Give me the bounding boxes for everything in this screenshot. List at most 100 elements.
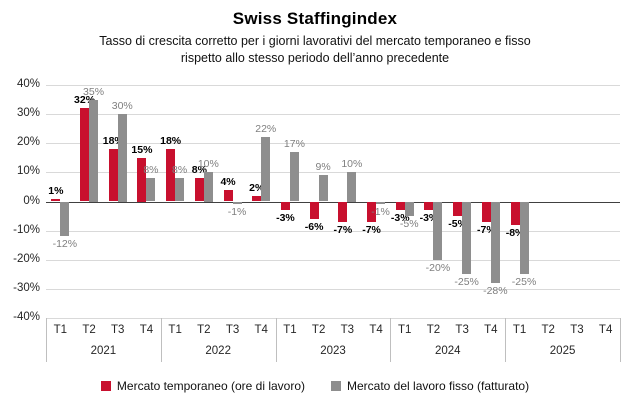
bar-fisso xyxy=(203,172,213,202)
legend-label-temporaneo: Mercato temporaneo (ore di lavoro) xyxy=(116,379,305,393)
y-axis-tick-label: -40% xyxy=(13,311,40,323)
data-label: 35% xyxy=(83,85,105,98)
bar-fisso xyxy=(60,201,70,237)
data-label: -7% xyxy=(333,223,353,236)
bar-temporaneo xyxy=(80,108,90,202)
bar-fisso xyxy=(146,178,156,202)
year-separator-line xyxy=(46,318,47,362)
bar-temporaneo xyxy=(453,201,463,217)
bar-fisso xyxy=(117,114,127,202)
gridline xyxy=(46,259,620,261)
legend-item-temporaneo: Mercato temporaneo (ore di lavoro) xyxy=(100,379,305,393)
bar-temporaneo xyxy=(424,201,434,211)
data-label: -12% xyxy=(52,238,78,251)
data-label: 8% xyxy=(172,164,188,177)
bar-fisso xyxy=(261,137,271,202)
x-axis-quarter-label: T4 xyxy=(484,324,498,336)
data-label: -1% xyxy=(371,206,390,219)
y-axis-tick-label: 10% xyxy=(16,165,40,178)
bar-fisso xyxy=(404,201,414,217)
plot-area: 1% 32% 18% 15% 18% 8% 4% 2% -3% -6% -7% -7% -3% -3% -5… xyxy=(46,85,620,319)
x-axis-year-label: 2024 xyxy=(434,345,461,357)
x-axis-quarter-label: T1 xyxy=(283,324,297,336)
data-label: -25% xyxy=(454,276,479,289)
data-label: 30% xyxy=(111,100,133,113)
gridline xyxy=(46,288,620,290)
x-axis-quarter-label: T2 xyxy=(197,324,211,336)
bar-temporaneo xyxy=(166,149,176,202)
gridline xyxy=(46,85,620,86)
chart-subtitle: Tasso di crescita corretto per i giorni … xyxy=(99,34,531,65)
bar-fisso xyxy=(318,175,328,202)
bar-fisso xyxy=(462,201,472,275)
y-axis-tick-label: 20% xyxy=(16,136,40,149)
bar-temporaneo xyxy=(137,157,147,202)
bar-fisso xyxy=(519,201,529,275)
legend-item-fisso: Mercato del lavoro fisso (fatturato) xyxy=(331,379,529,393)
x-axis-quarter-label: T2 xyxy=(426,324,441,336)
year-separator-line xyxy=(505,318,507,362)
gridline xyxy=(46,143,620,145)
data-label: 15% xyxy=(131,143,153,156)
data-label: 4% xyxy=(220,175,236,188)
x-axis-quarter-label: T4 xyxy=(598,324,613,336)
bar-fisso xyxy=(490,201,500,284)
x-axis-quarter-label: T3 xyxy=(455,324,469,336)
data-label: 2% xyxy=(249,181,265,194)
x-axis-quarter-label: T3 xyxy=(225,324,240,336)
bar-temporaneo xyxy=(194,178,204,202)
data-label: 10% xyxy=(197,158,219,171)
bar-temporaneo xyxy=(252,195,262,202)
data-label: 1% xyxy=(48,184,64,197)
data-label: -3% xyxy=(276,212,295,225)
data-label: 8% xyxy=(143,164,159,177)
x-axis-quarter-label: T4 xyxy=(369,324,383,336)
x-axis-quarter-label: T3 xyxy=(111,324,125,336)
legend-swatch-fisso-icon xyxy=(331,381,341,391)
data-label: -6% xyxy=(304,220,324,233)
bar-temporaneo xyxy=(51,198,61,202)
bar-fisso xyxy=(89,99,99,202)
bar-fisso xyxy=(376,201,386,205)
year-separator-line xyxy=(275,318,277,362)
data-label: 17% xyxy=(283,137,305,150)
gridline xyxy=(46,172,620,174)
bar-temporaneo xyxy=(338,201,348,222)
y-axis-tick-label: -30% xyxy=(13,281,40,294)
year-separator-line xyxy=(160,318,162,362)
bar-temporaneo xyxy=(395,201,405,211)
data-label: 10% xyxy=(341,158,363,171)
year-separator-line xyxy=(390,318,392,362)
x-axis-year-label: 2022 xyxy=(205,345,231,357)
data-label: -1% xyxy=(227,206,247,219)
bar-fisso xyxy=(289,151,299,202)
data-label: 22% xyxy=(255,123,277,136)
bar-temporaneo xyxy=(108,149,118,202)
bar-temporaneo xyxy=(510,201,520,225)
data-label: -28% xyxy=(483,285,508,298)
y-axis-tick-label: 0% xyxy=(23,194,40,207)
x-axis-quarter-label: T1 xyxy=(398,324,412,336)
x-axis-quarter-label: T2 xyxy=(311,324,326,336)
x-axis-quarter-label: T4 xyxy=(254,324,268,336)
data-label: 18% xyxy=(160,135,182,148)
chart-title: Swiss Staffingindex xyxy=(232,9,398,28)
gridline xyxy=(46,114,620,116)
bar-fisso xyxy=(347,172,357,202)
data-label: 9% xyxy=(315,161,331,174)
x-axis-quarter-label: T3 xyxy=(340,324,355,336)
x-axis-quarter-label: T2 xyxy=(82,324,96,336)
x-axis-quarter-label: T1 xyxy=(168,324,182,336)
bar-temporaneo xyxy=(223,189,233,202)
gridline xyxy=(46,230,620,232)
x-axis-year-label: 2023 xyxy=(320,345,346,357)
x-axis-quarter-label: T4 xyxy=(139,324,154,336)
gridline xyxy=(46,318,620,319)
legend-label-fisso: Mercato del lavoro fisso (fatturato) xyxy=(347,379,530,393)
bar-temporaneo xyxy=(309,201,319,219)
bar-temporaneo xyxy=(280,201,290,211)
data-label: 8% xyxy=(191,164,207,177)
y-axis-tick-label: 30% xyxy=(16,107,40,120)
bar-fisso xyxy=(232,201,242,205)
